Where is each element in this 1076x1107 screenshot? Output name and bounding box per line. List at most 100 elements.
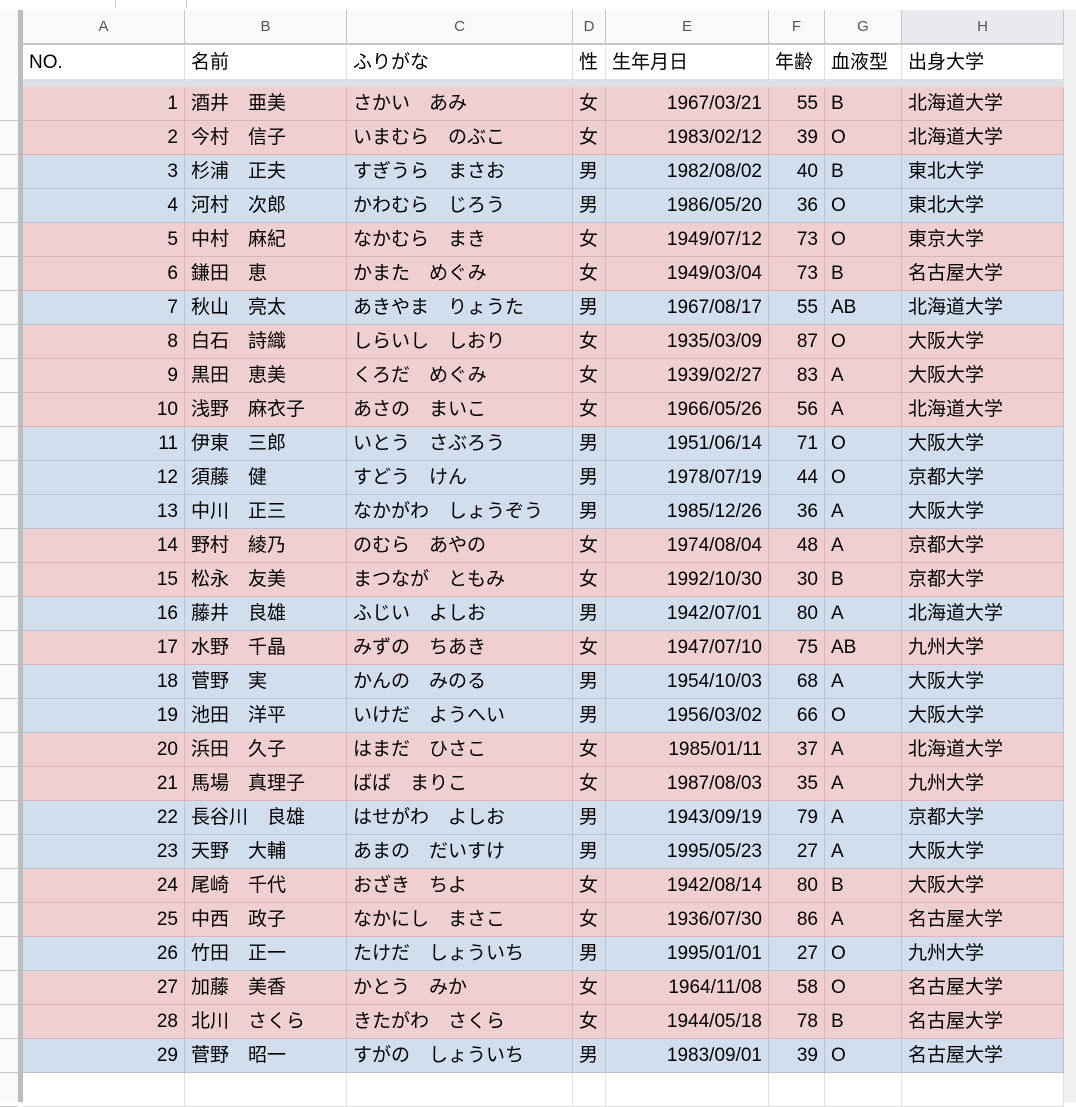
row-number[interactable]: [0, 1005, 18, 1039]
cell-birthdate[interactable]: 1967/08/17: [606, 291, 769, 325]
cell-birthdate[interactable]: 1987/08/03: [606, 767, 769, 801]
cell-gender[interactable]: 女: [573, 971, 606, 1005]
cell-furigana[interactable]: しらいし しおり: [347, 325, 573, 359]
cell-no[interactable]: 23: [23, 835, 185, 869]
cell-blood-type[interactable]: A: [825, 665, 902, 699]
cell-furigana[interactable]: おざき ちよ: [347, 869, 573, 903]
cell-furigana[interactable]: さかい あみ: [347, 87, 573, 121]
cell-birthdate[interactable]: 1966/05/26: [606, 393, 769, 427]
cell-name[interactable]: 秋山 亮太: [185, 291, 347, 325]
cell-university[interactable]: 名古屋大学: [902, 1005, 1064, 1039]
cell-university[interactable]: 京都大学: [902, 461, 1064, 495]
row-number[interactable]: [0, 665, 18, 699]
column-header-h[interactable]: H: [902, 10, 1064, 45]
cell-name[interactable]: 今村 信子: [185, 121, 347, 155]
cell-furigana[interactable]: なかにし まさこ: [347, 903, 573, 937]
cell-name[interactable]: 黒田 恵美: [185, 359, 347, 393]
cell-university[interactable]: 九州大学: [902, 937, 1064, 971]
cell-gender[interactable]: 男: [573, 1039, 606, 1073]
cell-no[interactable]: 17: [23, 631, 185, 665]
cell-furigana[interactable]: かわむら じろう: [347, 189, 573, 223]
cell-birthdate[interactable]: 1986/05/20: [606, 189, 769, 223]
cell-no[interactable]: 20: [23, 733, 185, 767]
cell-blood-type[interactable]: O: [825, 325, 902, 359]
cell-blood-type[interactable]: A: [825, 835, 902, 869]
cell-birthdate[interactable]: 1982/08/02: [606, 155, 769, 189]
row-number[interactable]: [0, 869, 18, 903]
header-cell-gender[interactable]: 性: [573, 46, 606, 80]
cell-name[interactable]: 須藤 健: [185, 461, 347, 495]
cell-furigana[interactable]: すがの しょういち: [347, 1039, 573, 1073]
cell-university[interactable]: 北海道大学: [902, 733, 1064, 767]
cell-furigana[interactable]: あさの まいこ: [347, 393, 573, 427]
row-number[interactable]: [0, 155, 18, 189]
cell-blood-type[interactable]: O: [825, 189, 902, 223]
cell-blood-type[interactable]: B: [825, 257, 902, 291]
cell-no[interactable]: 2: [23, 121, 185, 155]
cell-gender[interactable]: 男: [573, 835, 606, 869]
row-number[interactable]: [0, 971, 18, 1005]
cell-no[interactable]: 24: [23, 869, 185, 903]
cell-gender[interactable]: 女: [573, 869, 606, 903]
row-number[interactable]: [0, 937, 18, 971]
cell-gender[interactable]: 女: [573, 767, 606, 801]
cell-university[interactable]: 名古屋大学: [902, 903, 1064, 937]
header-cell-blood-type[interactable]: 血液型: [825, 46, 902, 80]
cell-gender[interactable]: 男: [573, 155, 606, 189]
cell-age[interactable]: 36: [769, 189, 825, 223]
cell-birthdate[interactable]: 1951/06/14: [606, 427, 769, 461]
cell-furigana[interactable]: いけだ ようへい: [347, 699, 573, 733]
cell-birthdate[interactable]: 1995/01/01: [606, 937, 769, 971]
cell-birthdate[interactable]: 1949/03/04: [606, 257, 769, 291]
cell-blood-type[interactable]: O: [825, 937, 902, 971]
cell-furigana[interactable]: たけだ しょういち: [347, 937, 573, 971]
cell-birthdate[interactable]: 1939/02/27: [606, 359, 769, 393]
cell-age[interactable]: 66: [769, 699, 825, 733]
cell-age[interactable]: 40: [769, 155, 825, 189]
row-number[interactable]: [0, 903, 18, 937]
cell-name[interactable]: 菅野 実: [185, 665, 347, 699]
cell-gender[interactable]: 女: [573, 631, 606, 665]
header-cell-university[interactable]: 出身大学: [902, 46, 1064, 80]
row-number[interactable]: [0, 189, 18, 223]
cell-no[interactable]: 26: [23, 937, 185, 971]
cell-furigana[interactable]: なかがわ しょうぞう: [347, 495, 573, 529]
cell-blood-type[interactable]: A: [825, 393, 902, 427]
row-number[interactable]: [0, 699, 18, 733]
cell-no[interactable]: 14: [23, 529, 185, 563]
cell-birthdate[interactable]: 1983/09/01: [606, 1039, 769, 1073]
row-number-gutter[interactable]: [0, 10, 23, 1107]
cell-university[interactable]: 北海道大学: [902, 291, 1064, 325]
cell-no[interactable]: 18: [23, 665, 185, 699]
cell-age[interactable]: 39: [769, 1039, 825, 1073]
cell-no[interactable]: 13: [23, 495, 185, 529]
header-cell-name[interactable]: 名前: [185, 46, 347, 80]
cell-blood-type[interactable]: A: [825, 767, 902, 801]
cell-no[interactable]: 21: [23, 767, 185, 801]
cell-name[interactable]: 中村 麻紀: [185, 223, 347, 257]
cell-age[interactable]: 80: [769, 597, 825, 631]
cell-birthdate[interactable]: 1985/12/26: [606, 495, 769, 529]
cell-age[interactable]: 55: [769, 291, 825, 325]
cell-furigana[interactable]: いとう さぶろう: [347, 427, 573, 461]
cell-age[interactable]: 27: [769, 937, 825, 971]
cell-gender[interactable]: 女: [573, 529, 606, 563]
cell-university[interactable]: 京都大学: [902, 563, 1064, 597]
cell-birthdate[interactable]: 1947/07/10: [606, 631, 769, 665]
cell-birthdate[interactable]: 1985/01/11: [606, 733, 769, 767]
cell-university[interactable]: 九州大学: [902, 767, 1064, 801]
cell-birthdate[interactable]: 1943/09/19: [606, 801, 769, 835]
cell-university[interactable]: 東北大学: [902, 155, 1064, 189]
cell-age[interactable]: 73: [769, 257, 825, 291]
cell-university[interactable]: 京都大学: [902, 801, 1064, 835]
cell-name[interactable]: 水野 千晶: [185, 631, 347, 665]
cell-blood-type[interactable]: B: [825, 1005, 902, 1039]
cell-blood-type[interactable]: A: [825, 495, 902, 529]
cell-blood-type[interactable]: B: [825, 563, 902, 597]
cell-university[interactable]: 名古屋大学: [902, 1039, 1064, 1073]
cell-furigana[interactable]: のむら あやの: [347, 529, 573, 563]
cell-furigana[interactable]: すどう けん: [347, 461, 573, 495]
cell-name[interactable]: 浜田 久子: [185, 733, 347, 767]
cell-gender[interactable]: 女: [573, 87, 606, 121]
cell-furigana[interactable]: なかむら まき: [347, 223, 573, 257]
